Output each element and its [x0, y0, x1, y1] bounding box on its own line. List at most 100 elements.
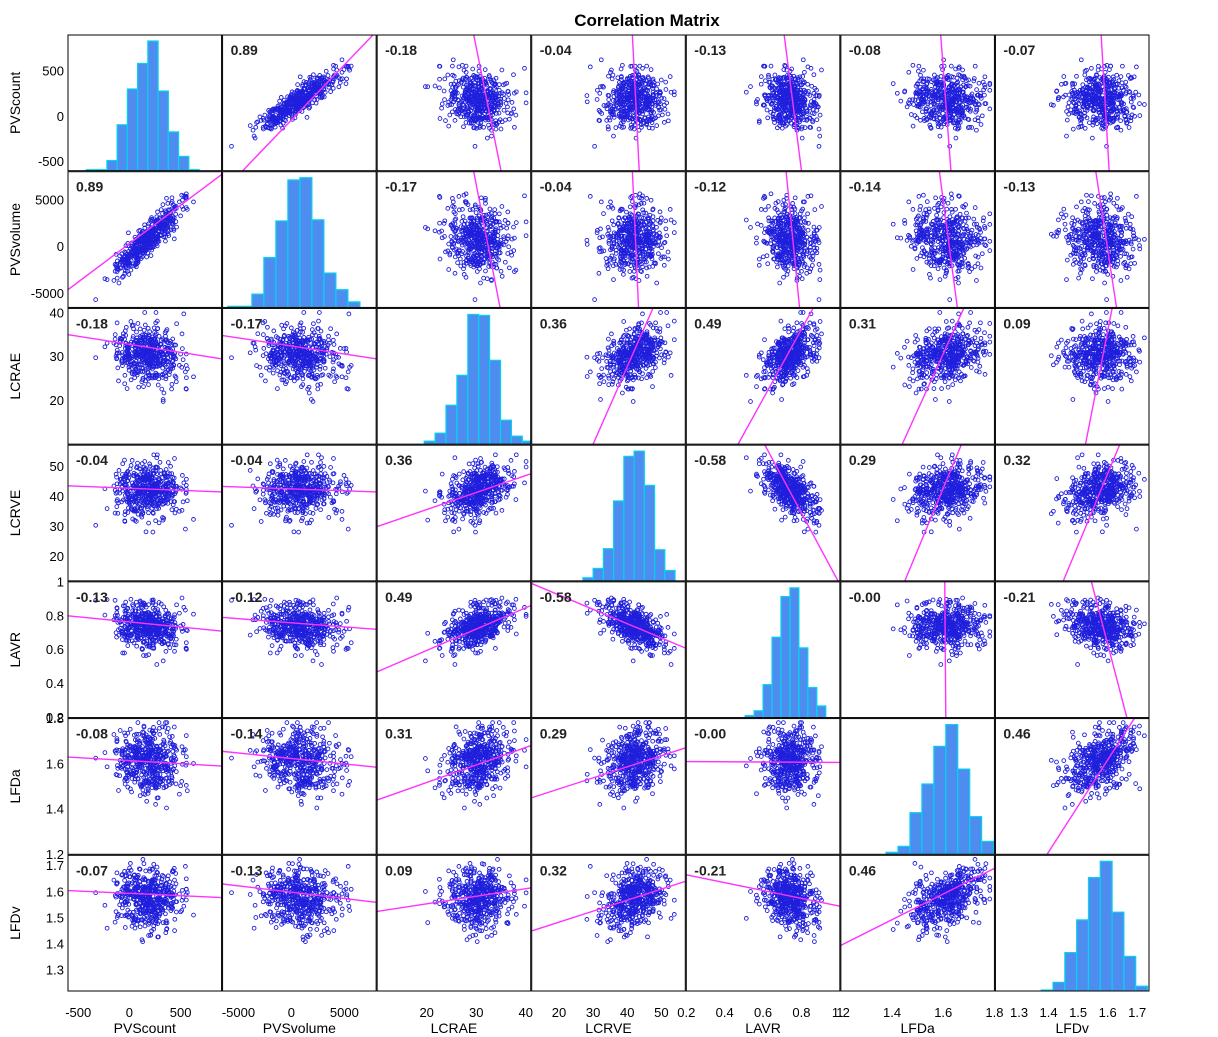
scatter-point [594, 97, 600, 102]
scatter-point [1078, 118, 1083, 123]
scatter-point [339, 57, 345, 63]
panel-border [531, 34, 686, 172]
scatter-point [1108, 63, 1114, 69]
scatter-point [437, 220, 442, 226]
scatter-point [608, 247, 613, 253]
scatter-point [954, 118, 959, 124]
panel-PVSvolume-vs-LCRAE: -0.17 [376, 171, 532, 308]
scatter-point [456, 194, 462, 199]
scatter-point [910, 123, 916, 129]
panel-content [890, 35, 993, 171]
scatter-point [770, 250, 776, 255]
scatter-point [608, 108, 613, 113]
scatter-point [142, 229, 147, 235]
scatter-point [929, 79, 934, 84]
scatter-point [653, 260, 658, 266]
scatter-point [477, 262, 483, 267]
scatter-point [170, 214, 176, 220]
scatter-point [523, 100, 529, 106]
scatter-point [665, 249, 671, 255]
scatter-point [441, 221, 447, 226]
scatter-point [650, 214, 656, 220]
scatter-point [623, 83, 629, 89]
scatter-point [437, 256, 443, 262]
scatter-point [636, 79, 641, 85]
scatter-point [437, 85, 442, 91]
scatter-point [288, 101, 294, 107]
scatter-point [478, 280, 483, 286]
scatter-point [1090, 98, 1096, 104]
scatter-point [781, 274, 786, 280]
scatter-point [474, 240, 480, 246]
scatter-point [624, 209, 629, 215]
scatter-point [596, 118, 602, 123]
scatter-point [164, 195, 169, 201]
scatter-point [318, 79, 323, 85]
scatter-point [1111, 106, 1116, 111]
scatter-point [346, 65, 352, 71]
scatter-point [93, 297, 99, 302]
scatter-point [488, 90, 493, 95]
scatter-point [915, 98, 921, 104]
scatter-point [1128, 118, 1134, 124]
scatter-point [1085, 92, 1091, 97]
scatter-point [640, 98, 646, 104]
scatter-point [491, 97, 497, 103]
scatter-point [657, 90, 663, 95]
scatter-point [328, 89, 333, 94]
scatter-point [639, 81, 644, 87]
scatter-point [805, 211, 810, 217]
scatter-point [965, 83, 971, 89]
scatter-point [798, 87, 804, 93]
scatter-point [451, 99, 457, 105]
histogram-bar [275, 220, 289, 308]
scatter-point [126, 230, 131, 236]
scatter-point [1077, 87, 1083, 93]
scatter-point [805, 227, 811, 233]
scatter-point [926, 76, 932, 82]
scatter-point [286, 104, 291, 110]
scatter-point [463, 191, 469, 197]
scatter-point [1070, 126, 1076, 132]
scatter-point [756, 262, 762, 268]
scatter-point [1126, 125, 1132, 130]
scatter-point [917, 104, 923, 110]
scatter-point [613, 98, 619, 104]
scatter-point [643, 220, 649, 225]
scatter-point [319, 86, 325, 91]
scatter-point [646, 231, 652, 237]
scatter-point [446, 267, 452, 272]
scatter-point [804, 111, 810, 116]
scatter-point [819, 204, 824, 209]
scatter-point [148, 253, 154, 258]
scatter-point [1142, 102, 1147, 107]
scatter-points [423, 191, 529, 302]
scatter-point [513, 220, 519, 225]
scatter-point [617, 82, 623, 88]
scatter-point [775, 106, 781, 111]
scatter-point [1076, 124, 1081, 130]
fit-line [473, 171, 501, 308]
scatter-point [658, 107, 664, 113]
scatter-point [778, 79, 784, 85]
scatter-point [492, 83, 497, 88]
scatter-point [311, 72, 316, 78]
scatter-point [618, 77, 624, 82]
scatter-point [975, 92, 981, 98]
scatter-point [116, 280, 122, 286]
scatter-point [629, 101, 634, 107]
fit-line [783, 35, 803, 171]
scatter-point [630, 112, 636, 118]
scatter-point [645, 243, 651, 249]
scatter-point [464, 257, 469, 263]
scatter-point [445, 72, 451, 78]
scatter-point [768, 63, 774, 69]
scatter-point [303, 98, 308, 104]
scatter-point [1079, 116, 1085, 122]
scatter-point [472, 204, 478, 210]
scatter-point [1070, 82, 1075, 87]
scatter-point [163, 208, 168, 214]
scatter-point [1098, 89, 1104, 94]
scatter-point [966, 100, 972, 106]
scatter-point [758, 81, 764, 87]
